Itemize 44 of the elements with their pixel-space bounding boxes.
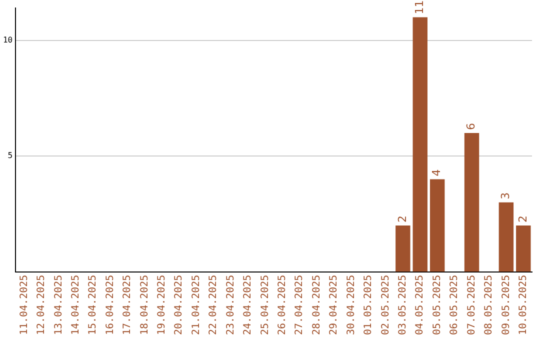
x-tick-label: 18.04.2025: [139, 274, 150, 336]
data-label: 3: [499, 192, 512, 200]
x-tick-label: 20.04.2025: [174, 274, 185, 336]
data-label: 11: [412, 0, 426, 14]
bar: [396, 226, 410, 272]
data-label: 2: [516, 216, 530, 223]
x-tick-label: 24.04.2025: [242, 274, 254, 336]
bar: [430, 179, 445, 272]
x-tick-label: 27.04.2025: [294, 274, 306, 336]
x-tick-label: 13.04.2025: [53, 274, 64, 336]
x-tick-label: 23.04.2025: [225, 274, 236, 336]
data-label: 2: [396, 216, 409, 223]
y-tick-label: 5: [8, 151, 13, 160]
x-tick-label: 03.05.2025: [398, 274, 408, 336]
x-tick-label: 28.04.2025: [311, 274, 322, 336]
x-tick-label: 01.05.2025: [363, 274, 374, 336]
y-tick-label: 10: [2, 35, 13, 44]
x-tick-label: 19.04.2025: [156, 274, 168, 336]
x-tick-label: 09.05.2025: [500, 274, 512, 336]
x-tick-label: 25.04.2025: [260, 274, 271, 336]
x-tick-label: 07.05.2025: [466, 274, 478, 336]
x-tick-label: 08.05.2025: [484, 274, 495, 336]
x-tick-label: 02.05.2025: [380, 274, 392, 336]
x-tick-label: 11.04.2025: [18, 274, 30, 336]
x-tick-label: 16.04.2025: [104, 274, 116, 336]
x-tick-label: 06.05.2025: [449, 274, 460, 336]
x-tick-label: 26.04.2025: [277, 274, 288, 336]
data-label: 4: [430, 169, 444, 176]
x-tick-label: 17.04.2025: [122, 274, 134, 336]
bar: [498, 202, 514, 272]
x-tick-label: 04.05.2025: [414, 274, 426, 336]
x-tick-label: 15.04.2025: [88, 274, 99, 336]
data-label: 6: [464, 122, 478, 130]
bar: [412, 17, 428, 272]
x-tick-label: 22.04.2025: [208, 274, 220, 336]
x-tick-label: 10.05.2025: [518, 274, 529, 336]
bar: [516, 226, 531, 272]
x-tick-label: 30.04.2025: [346, 274, 357, 336]
x-tick-label: 21.04.2025: [190, 274, 202, 336]
bar: [464, 132, 480, 272]
x-tick-label: 05.05.2025: [432, 274, 443, 336]
x-tick-label: 29.04.2025: [328, 274, 340, 336]
x-tick-label: 12.04.2025: [36, 274, 48, 336]
x-tick-label: 14.04.2025: [70, 274, 82, 336]
